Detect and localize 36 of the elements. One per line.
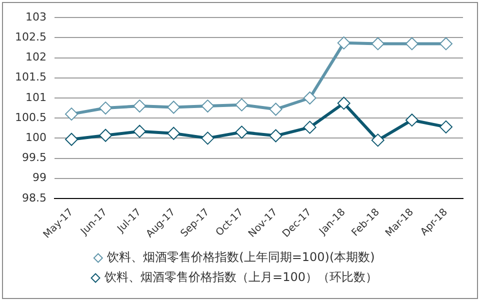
point xyxy=(65,108,78,121)
point xyxy=(303,120,316,134)
point xyxy=(405,114,418,127)
point xyxy=(371,37,384,50)
point xyxy=(235,126,248,139)
y-tick-label: 100.5 xyxy=(14,110,46,124)
y-tick-label: 101 xyxy=(25,90,46,104)
y-tick-label: 102.5 xyxy=(14,30,46,44)
point xyxy=(405,37,418,50)
y-tick-label: 99.5 xyxy=(22,151,46,164)
y-tick-label: 100 xyxy=(25,131,46,144)
point xyxy=(439,37,452,50)
point xyxy=(167,100,180,114)
y-tick-label: 98.5 xyxy=(22,191,46,204)
point xyxy=(371,134,384,147)
point xyxy=(235,98,248,112)
point xyxy=(201,132,214,145)
y-tick-label: 102 xyxy=(25,50,46,64)
point xyxy=(65,132,78,146)
point xyxy=(133,100,146,113)
point xyxy=(337,96,350,110)
point xyxy=(439,120,452,134)
point xyxy=(133,124,146,138)
y-tick-label: 101.5 xyxy=(14,70,46,84)
point xyxy=(167,126,180,140)
y-tick-label: 99 xyxy=(32,171,46,184)
legend-label: 饮料、烟酒零售价格指数（上月=100）（环比数） xyxy=(104,270,378,284)
legend-label: 饮料、烟酒零售价格指数(上年同期=100)(本期数) xyxy=(106,250,375,264)
point xyxy=(269,102,282,116)
point xyxy=(303,91,316,104)
point xyxy=(269,129,282,142)
point xyxy=(99,102,112,115)
point xyxy=(337,36,350,50)
point xyxy=(99,128,112,142)
y-tick-label: 103 xyxy=(25,10,46,24)
point xyxy=(201,100,214,113)
